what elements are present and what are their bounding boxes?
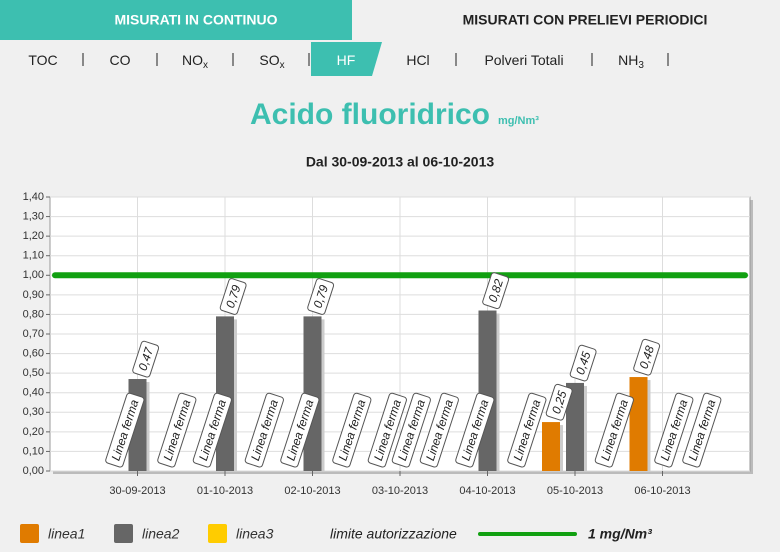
bar (542, 422, 560, 471)
y-tick-label: 0,80 (23, 308, 44, 320)
label-box (219, 278, 247, 315)
label-box (307, 278, 335, 315)
chart-subtitle: Dal 30-09-2013 al 06-10-2013 (306, 154, 495, 170)
data-label: 0,45 (569, 344, 597, 382)
limit-label: 1 mg/Nm³ (588, 526, 652, 542)
data-label-text: 0,25 (549, 389, 570, 416)
subtab[interactable]: HF (337, 52, 356, 68)
x-tick-label: 05-10-2013 (547, 485, 603, 497)
data-label: 0,82 (482, 272, 510, 310)
legend-label: linea2 (142, 526, 180, 542)
y-tick-label: 1,20 (23, 230, 44, 242)
y-tick-label: 1,10 (23, 250, 44, 262)
y-tick-label: 0,90 (23, 289, 44, 301)
label-box (157, 392, 197, 468)
bar (566, 382, 584, 471)
x-tick-label: 04-10-2013 (459, 485, 515, 497)
tab[interactable]: MISURATI IN CONTINUO (114, 12, 277, 28)
x-tick-label: 02-10-2013 (284, 485, 340, 497)
data-label: 0,79 (307, 278, 335, 315)
label-box (482, 272, 510, 310)
y-tick-label: 0,20 (23, 426, 44, 438)
x-tick-label: 30-09-2013 (109, 485, 165, 497)
y-tick-label: 0,50 (23, 367, 44, 379)
label-box (105, 392, 145, 468)
label-box (682, 392, 722, 468)
legend-swatch (114, 524, 133, 543)
legend-label: linea3 (236, 526, 274, 542)
label-box (594, 392, 634, 468)
data-label-text: 0,48 (637, 344, 658, 371)
subtab[interactable]: Polveri Totali (484, 52, 563, 68)
label-box (633, 338, 661, 376)
legend-label: linea1 (48, 526, 85, 542)
subtab[interactable]: CO (110, 52, 131, 68)
chart-title: Acido fluoridrico (250, 98, 490, 131)
data-label: 0,25 (545, 383, 573, 421)
bar (629, 377, 648, 471)
subtab[interactable]: NH3 (618, 52, 644, 71)
data-label: 0,79 (219, 278, 247, 315)
data-label-text: 0,79 (311, 283, 332, 310)
y-tick-label: 1,00 (23, 269, 44, 281)
label-box (569, 344, 597, 382)
y-tick-label: 0,30 (23, 406, 44, 418)
data-label-text: 0,45 (573, 350, 594, 377)
legend-swatch (208, 524, 227, 543)
label-box (192, 392, 232, 468)
label-box (132, 340, 160, 378)
bar (478, 310, 497, 471)
active-tab-bg (0, 0, 352, 40)
label-box (332, 392, 372, 468)
x-tick-label: 06-10-2013 (634, 485, 690, 497)
subtabs: TOC CO NOx SOx HF HCl Polveri Totali NH3 (28, 42, 669, 76)
data-label-text: 0,79 (223, 283, 244, 310)
label-box (455, 392, 495, 468)
label-box (367, 392, 407, 468)
tab[interactable]: MISURATI CON PRELIEVI PERIODICI (463, 12, 708, 28)
y-tick-label: 1,30 (23, 210, 44, 222)
y-tick-label: 0,00 (23, 465, 44, 477)
label-box (244, 392, 284, 468)
label-box (654, 392, 694, 468)
data-label: 0,48 (633, 338, 661, 376)
subtab[interactable]: TOC (28, 52, 57, 68)
label-box (507, 392, 547, 468)
y-tick-label: 0,10 (23, 445, 44, 457)
x-tick-label: 03-10-2013 (372, 485, 428, 497)
label-box (280, 392, 320, 468)
label-box (391, 392, 431, 468)
active-subtab-bg (311, 42, 382, 76)
x-tick-label: 01-10-2013 (197, 485, 253, 497)
subtab[interactable]: HCl (406, 52, 429, 68)
subtab[interactable]: NOx (182, 52, 208, 71)
data-label-text: 0,82 (486, 277, 507, 304)
y-tick-label: 0,60 (23, 347, 44, 359)
y-tick-label: 0,70 (23, 328, 44, 340)
label-box (545, 383, 573, 421)
y-tick-label: 1,40 (23, 191, 44, 203)
legend-swatch (20, 524, 39, 543)
data-label: 0,47 (132, 340, 160, 378)
limit-name: limite autorizzazione (330, 526, 457, 542)
y-tick-label: 0,40 (23, 387, 44, 399)
label-box (419, 392, 459, 468)
chart-units: mg/Nm³ (498, 115, 539, 127)
subtab[interactable]: SOx (259, 52, 284, 71)
